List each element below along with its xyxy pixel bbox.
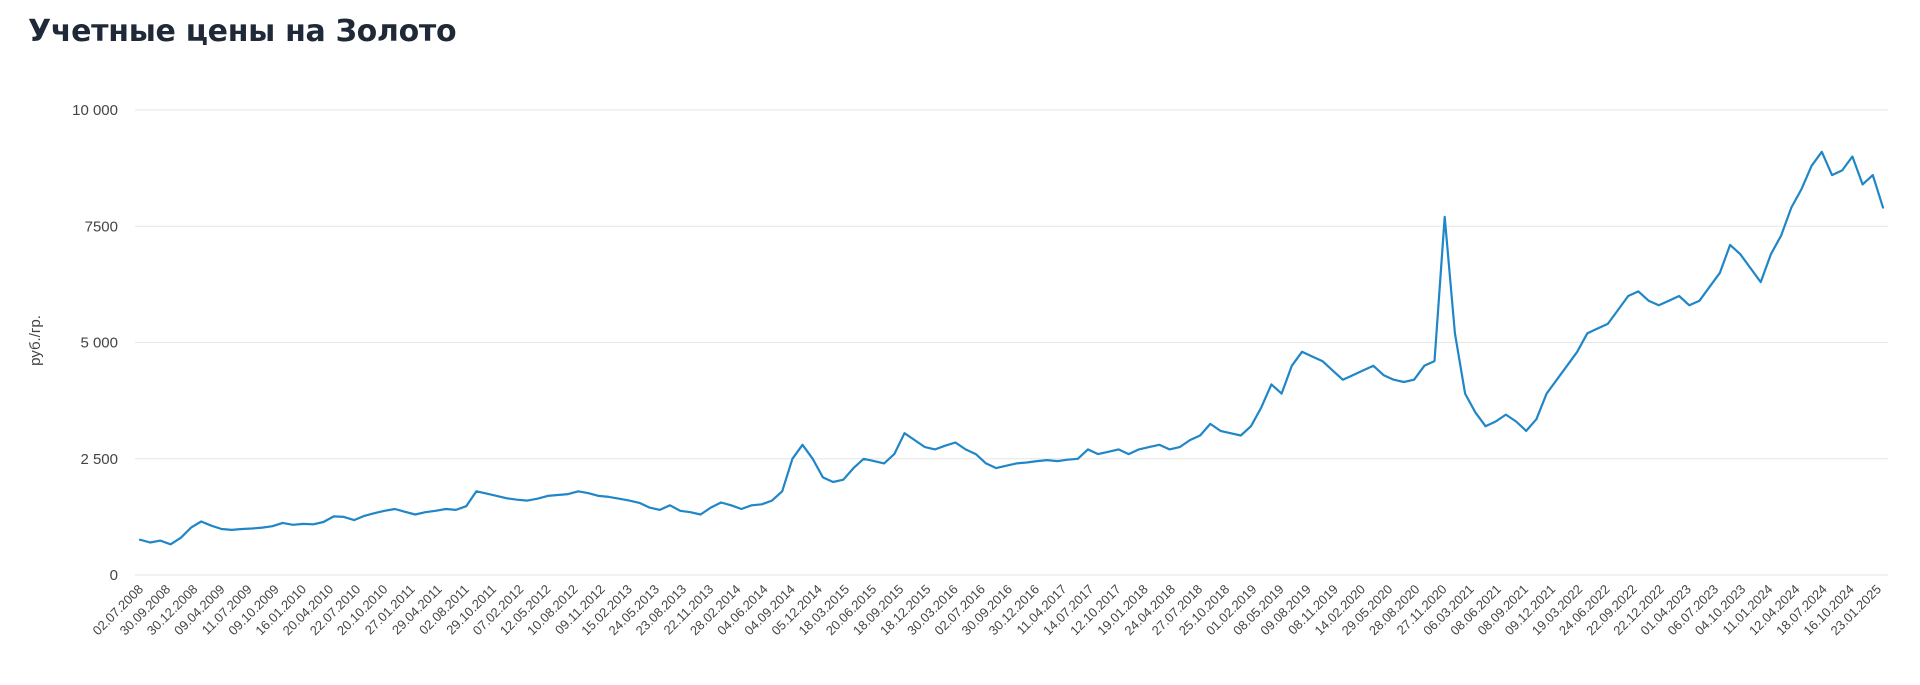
chart-title: Учетные цены на Золото [28,14,457,49]
y-tick-label: 2 500 [80,451,118,468]
y-tick-label: 7500 [85,218,118,235]
series-line [138,150,1885,546]
y-tick-label: 0 [110,567,118,584]
y-tick-label: 10 000 [72,102,118,119]
y-axis-label: руб./гр. [27,315,44,366]
y-tick-label: 5 000 [80,335,118,352]
